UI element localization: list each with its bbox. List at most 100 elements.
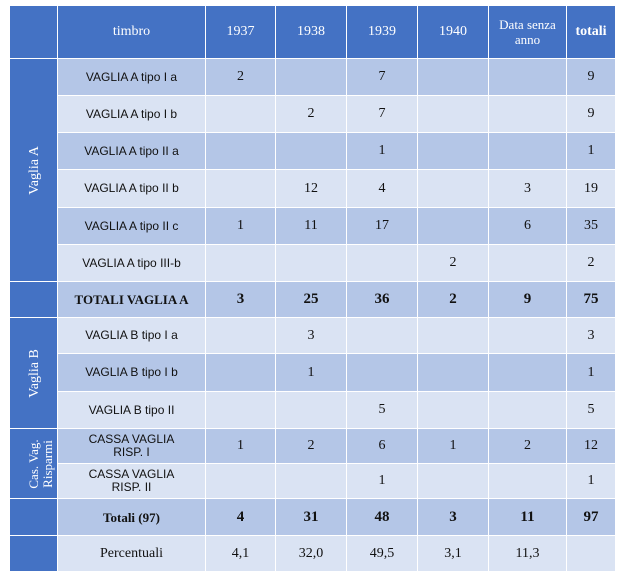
row-total: 1 (566, 353, 616, 392)
cell (417, 463, 489, 499)
row-label: VAGLIA A tipo III-b (57, 244, 206, 282)
row-total: 5 (566, 391, 616, 429)
row-total: 2 (566, 244, 616, 282)
cell (488, 95, 567, 133)
table-row: VAGLIA A tipo II b 12 4 3 19 (10, 169, 616, 208)
cell: 32,0 (275, 535, 347, 572)
cell: 2 (275, 95, 347, 133)
cell (417, 353, 489, 392)
cell: 1 (417, 428, 489, 464)
cell: 11 (275, 207, 347, 245)
percentuali-row: Percentuali 4,1 32,0 49,5 3,1 11,3 (9, 535, 616, 572)
cell (488, 244, 567, 282)
cell: 1 (346, 132, 418, 170)
cell (346, 353, 418, 392)
table-row: VAGLIA B tipo II 5 5 (10, 391, 616, 429)
cell (205, 244, 276, 282)
group-vaglia-b: Vaglia B (9, 317, 58, 429)
row-label: Percentuali (57, 535, 206, 572)
row-label: CASSA VAGLIA RISP. I (57, 428, 206, 464)
cell (205, 132, 276, 170)
group-cassa-vaglia: Cas. Vag. Risparmi (9, 428, 58, 499)
group-spacer (9, 535, 58, 572)
header-no-date: Data senza anno (488, 5, 567, 59)
cell (417, 169, 489, 208)
cell (275, 244, 347, 282)
cell: 4 (346, 169, 418, 208)
cell: 5 (346, 391, 418, 429)
row-total: 9 (566, 95, 616, 133)
header-timbro: timbro (57, 5, 206, 59)
cell: 7 (346, 58, 418, 96)
row-label: VAGLIA B tipo I b (57, 353, 206, 392)
table-row: CASSA VAGLIA RISP. II 1 1 (10, 463, 616, 499)
table-row: VAGLIA B tipo I b 1 1 (10, 353, 616, 392)
group-spacer (9, 498, 58, 536)
header-year-1938: 1938 (275, 5, 347, 59)
cell: 9 (488, 281, 567, 318)
row-total: 1 (566, 132, 616, 170)
header-year-1939: 1939 (346, 5, 418, 59)
stamp-table: timbro 1937 1938 1939 1940 Data senza an… (9, 5, 616, 572)
row-total: 3 (566, 317, 616, 354)
cell (275, 391, 347, 429)
cell: 3 (488, 169, 567, 208)
cell: 4,1 (205, 535, 276, 572)
cell: 3 (417, 498, 489, 536)
row-total: 9 (566, 58, 616, 96)
table-row: VAGLIA A tipo II a 1 1 (10, 132, 616, 170)
cell: 48 (346, 498, 418, 536)
cell: 12 (275, 169, 347, 208)
cell: 6 (346, 428, 418, 464)
header-corner (9, 5, 58, 59)
cell: 49,5 (346, 535, 418, 572)
cell: 3 (275, 317, 347, 354)
table-row: Cas. Vag. Risparmi CASSA VAGLIA RISP. I … (9, 428, 616, 499)
row-label: CASSA VAGLIA RISP. II (57, 463, 206, 499)
cell (417, 132, 489, 170)
cell: 3 (205, 281, 276, 318)
cell: 2 (275, 428, 347, 464)
cell (417, 317, 489, 354)
cell (275, 132, 347, 170)
cell (205, 95, 276, 133)
cell: 17 (346, 207, 418, 245)
cell (417, 95, 489, 133)
cell (205, 317, 276, 354)
group-spacer (9, 281, 58, 318)
header-row: timbro 1937 1938 1939 1940 Data senza an… (9, 5, 616, 59)
cell (275, 58, 347, 96)
cell (488, 391, 567, 429)
row-total: 19 (566, 169, 616, 208)
row-label: VAGLIA A tipo II a (57, 132, 206, 170)
row-label: VAGLIA A tipo II c (57, 207, 206, 245)
cell (488, 463, 567, 499)
cell (488, 58, 567, 96)
cell: 25 (275, 281, 347, 318)
cell (205, 391, 276, 429)
cell (488, 353, 567, 392)
cell (417, 58, 489, 96)
table-row: VAGLIA A tipo III-b 2 2 (10, 244, 616, 282)
group-vaglia-a: Vaglia A (9, 58, 58, 282)
cell: 1 (346, 463, 418, 499)
cell: 31 (275, 498, 347, 536)
cell (205, 353, 276, 392)
header-year-1940: 1940 (417, 5, 489, 59)
cell: 1 (275, 353, 347, 392)
cell (488, 132, 567, 170)
table-row: VAGLIA A tipo I b 2 7 9 (10, 95, 616, 133)
cell: 1 (205, 207, 276, 245)
row-label: VAGLIA A tipo I b (57, 95, 206, 133)
row-label: VAGLIA B tipo II (57, 391, 206, 429)
cell: 2 (417, 281, 489, 318)
row-total: 97 (566, 498, 616, 536)
cell: 2 (417, 244, 489, 282)
cell (205, 463, 276, 499)
cell (275, 463, 347, 499)
cell (205, 169, 276, 208)
cell (417, 207, 489, 245)
table-row: Vaglia A VAGLIA A tipo I a 2 7 9 (9, 58, 616, 282)
cell: 6 (488, 207, 567, 245)
cell: 4 (205, 498, 276, 536)
